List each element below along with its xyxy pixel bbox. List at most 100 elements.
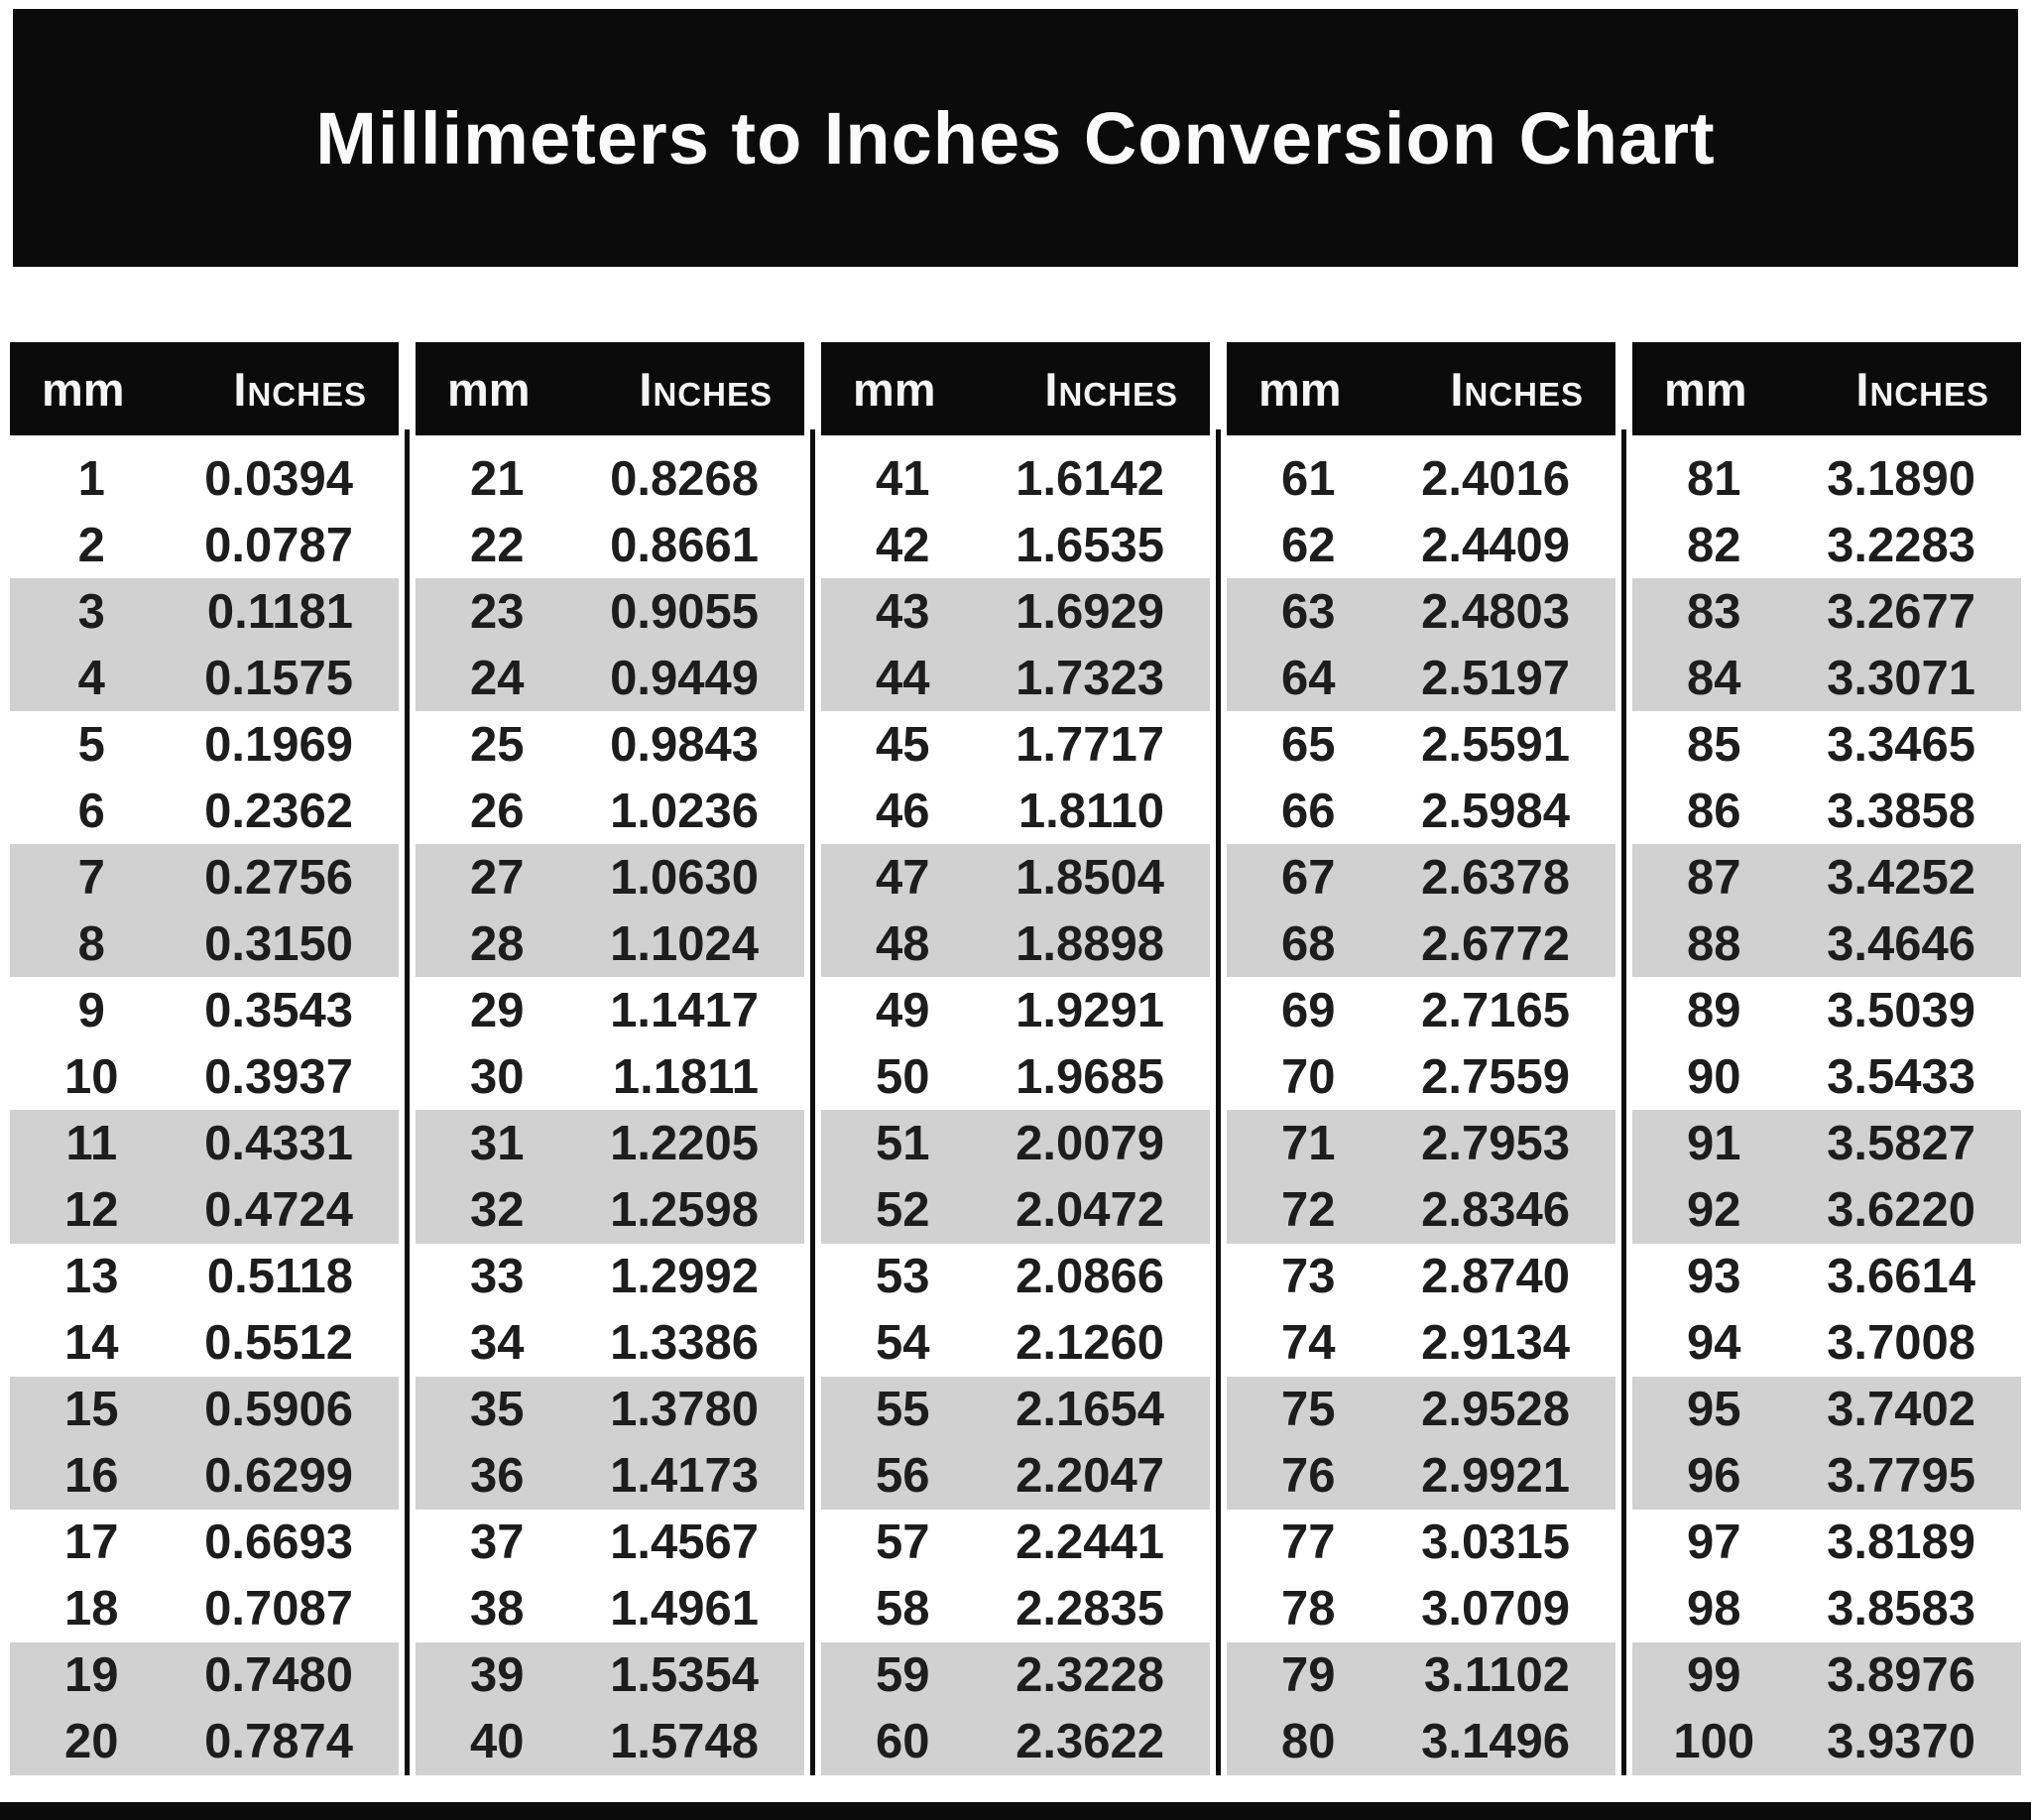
- table-row: 58 2.2835: [821, 1576, 1210, 1642]
- mm-value: 67: [1281, 850, 1336, 905]
- inches-value: 3.7402: [1827, 1383, 1975, 1437]
- inches-value: 2.4016: [1421, 451, 1570, 506]
- mm-value: 3: [77, 584, 105, 639]
- inches-value: 1.9291: [1016, 983, 1164, 1037]
- inches-value: 1.7717: [1016, 717, 1164, 772]
- inches-value: 3.2283: [1827, 518, 1975, 572]
- mm-value: 42: [876, 518, 930, 572]
- inches-value: 0.7480: [204, 1648, 353, 1703]
- inches-value: 3.8583: [1827, 1582, 1975, 1637]
- mm-value: 26: [470, 784, 525, 838]
- mm-value: 17: [64, 1516, 119, 1570]
- conversion-table-group-3: mm Inches 41 1.6142 42 1.6535 43 1.6929 44 1.7323…: [810, 342, 1210, 1775]
- inches-value: 0.8268: [610, 451, 759, 506]
- table-row: 99 3.8976: [1632, 1641, 2021, 1709]
- mm-value: 77: [1281, 1516, 1336, 1570]
- table-row: 40 1.5748: [416, 1708, 804, 1775]
- mm-value: 84: [1687, 651, 1741, 705]
- table-row: 13 0.5118: [10, 1244, 399, 1310]
- inches-value: 1.6535: [1016, 518, 1164, 572]
- inches-value: 0.5118: [206, 1250, 353, 1304]
- inches-value: 2.2441: [1016, 1516, 1164, 1570]
- inches-value: 2.3228: [1016, 1648, 1164, 1703]
- table-row: 89 3.5039: [1632, 977, 2021, 1043]
- table-row: 1 0.0394: [10, 445, 399, 512]
- inches-value: 0.3150: [204, 916, 353, 971]
- mm-value: 92: [1687, 1183, 1741, 1238]
- header-inches-label: Inches: [1855, 362, 1989, 416]
- inches-value: 2.5984: [1421, 784, 1570, 838]
- mm-value: 4: [77, 651, 105, 705]
- conversion-table-group-5: mm Inches 81 3.1890 82 3.2283 83 3.2677 84 3.3071…: [1621, 342, 2021, 1775]
- mm-value: 53: [876, 1250, 930, 1304]
- inches-value: 0.3937: [204, 1049, 353, 1104]
- inches-value: 3.9370: [1827, 1715, 1975, 1769]
- table-row: 85 3.3465: [1632, 711, 2021, 778]
- mm-value: 22: [470, 518, 525, 572]
- inches-value: 2.2835: [1016, 1582, 1164, 1637]
- inches-value: 0.2362: [204, 784, 353, 838]
- table-row: 76 2.9921: [1227, 1442, 1615, 1510]
- inches-value: 3.2677: [1827, 584, 1975, 639]
- mm-value: 1: [77, 451, 105, 506]
- table-row: 74 2.9134: [1227, 1310, 1615, 1377]
- inches-value: 1.7323: [1016, 651, 1164, 705]
- inches-value: 1.5748: [610, 1715, 759, 1769]
- inches-value: 0.7087: [204, 1582, 353, 1637]
- mm-value: 58: [876, 1582, 930, 1637]
- mm-value: 13: [64, 1250, 119, 1304]
- mm-value: 96: [1687, 1449, 1741, 1504]
- inches-value: 1.3386: [610, 1316, 759, 1371]
- inches-value: 1.4567: [610, 1516, 759, 1570]
- table-row: 72 2.8346: [1227, 1176, 1615, 1244]
- table-row: 67 2.6378: [1227, 844, 1615, 911]
- mm-value: 38: [470, 1582, 525, 1637]
- table-row: 30 1.1811: [416, 1043, 804, 1110]
- mm-value: 78: [1281, 1582, 1336, 1637]
- mm-value: 89: [1687, 983, 1741, 1037]
- table-row: 77 3.0315: [1227, 1510, 1615, 1576]
- inches-value: 3.3071: [1827, 651, 1975, 705]
- inches-value: 3.4252: [1827, 850, 1975, 905]
- mm-value: 66: [1281, 784, 1336, 838]
- inches-value: 2.4803: [1421, 584, 1570, 639]
- inches-value: 3.5039: [1827, 983, 1975, 1037]
- inches-value: 3.3858: [1827, 784, 1975, 838]
- inches-value: 2.4409: [1421, 518, 1570, 572]
- inches-value: 0.9449: [610, 651, 759, 705]
- mm-value: 40: [470, 1715, 525, 1769]
- table-row: 83 3.2677: [1632, 578, 2021, 646]
- inches-value: 3.1102: [1423, 1648, 1570, 1703]
- mm-value: 69: [1281, 983, 1336, 1037]
- inches-value: 3.7795: [1827, 1449, 1975, 1504]
- inches-value: 3.7008: [1827, 1316, 1975, 1371]
- mm-value: 98: [1687, 1582, 1741, 1637]
- table-row: 62 2.4409: [1227, 512, 1615, 578]
- inches-value: 2.1654: [1016, 1383, 1164, 1437]
- mm-value: 71: [1281, 1116, 1336, 1170]
- header-inches-label: Inches: [1450, 362, 1584, 416]
- inches-value: 1.1024: [610, 916, 759, 971]
- inches-value: 2.6378: [1421, 850, 1570, 905]
- mm-value: 20: [64, 1715, 119, 1769]
- inches-value: 2.8346: [1421, 1183, 1570, 1238]
- table-row: 55 2.1654: [821, 1376, 1210, 1443]
- inches-value: 1.3780: [610, 1383, 759, 1437]
- mm-value: 60: [876, 1715, 930, 1769]
- mm-value: 100: [1673, 1715, 1755, 1769]
- table-row: 36 1.4173: [416, 1442, 804, 1510]
- mm-value: 74: [1281, 1316, 1336, 1371]
- header-inches-label: Inches: [1044, 362, 1178, 416]
- table-row: 47 1.8504: [821, 844, 1210, 911]
- table-row: 100 3.9370: [1632, 1708, 2021, 1775]
- inches-value: 3.6614: [1827, 1250, 1975, 1304]
- table-column-header: mm Inches: [821, 342, 1210, 435]
- mm-value: 32: [470, 1183, 525, 1238]
- mm-value: 43: [876, 584, 930, 639]
- table-row: 78 3.0709: [1227, 1576, 1615, 1642]
- table-row: 87 3.4252: [1632, 844, 2021, 911]
- inches-value: 2.0866: [1016, 1250, 1164, 1304]
- mm-value: 52: [876, 1183, 930, 1238]
- table-row: 18 0.7087: [10, 1576, 399, 1642]
- inches-value: 2.0079: [1016, 1116, 1164, 1170]
